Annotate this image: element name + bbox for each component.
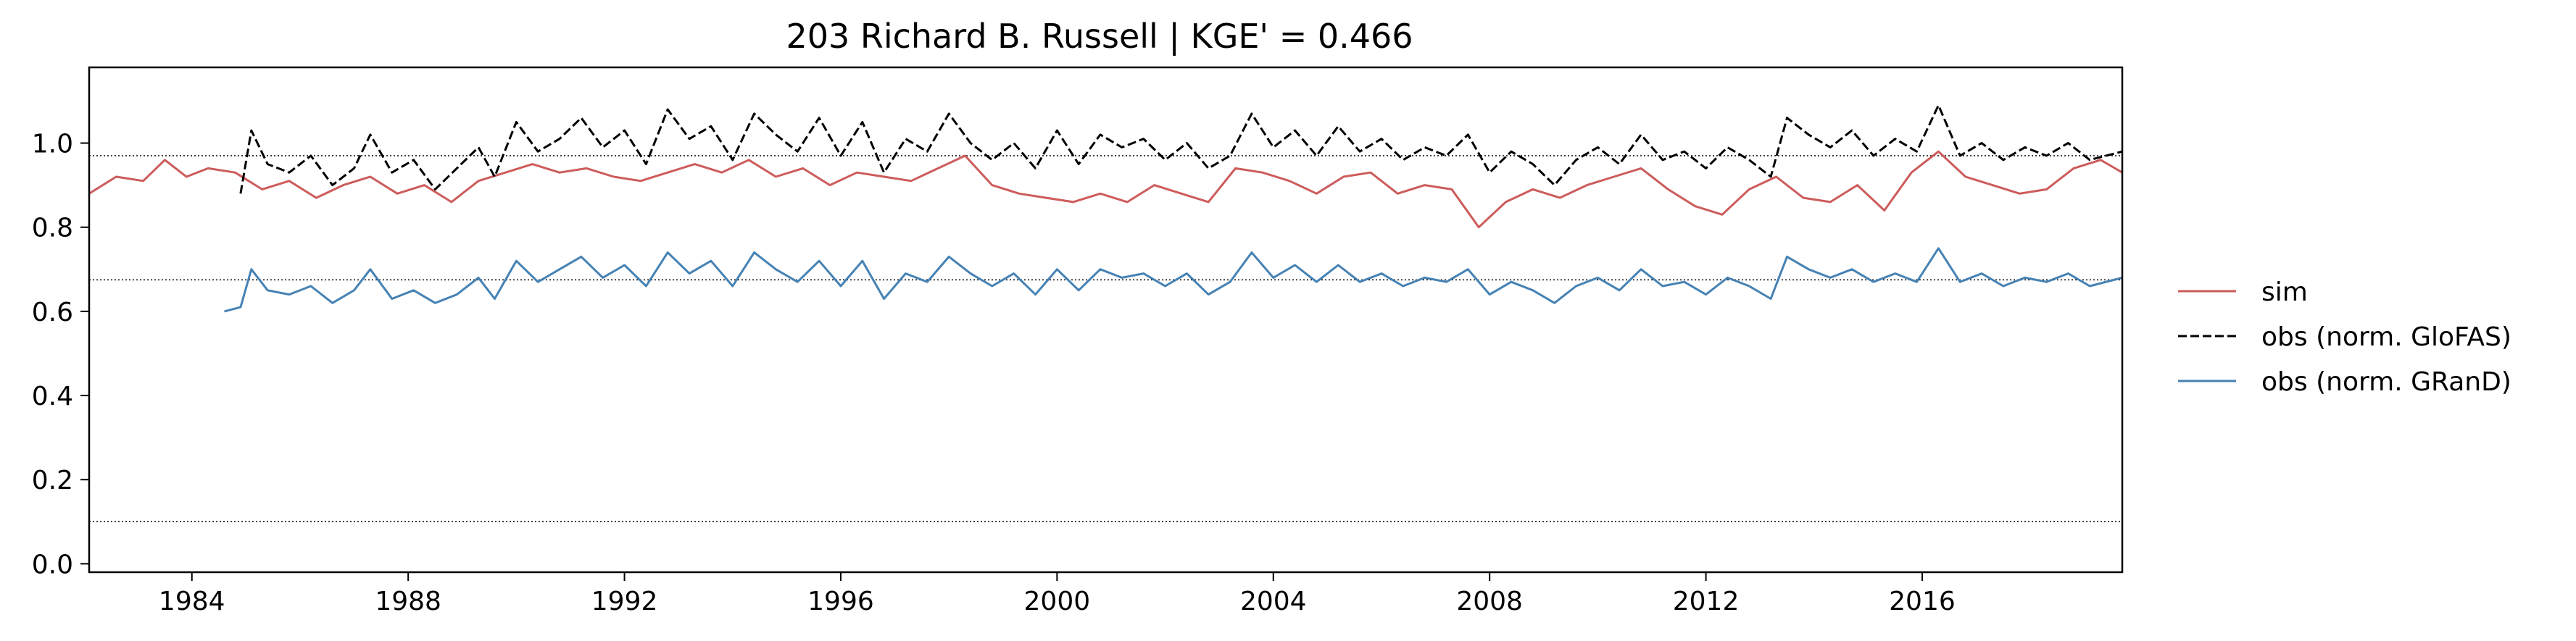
y-tick-label-4: 0.8 bbox=[32, 214, 73, 243]
series-line-0 bbox=[88, 150, 2123, 229]
y-tick-label-1: 0.2 bbox=[32, 466, 73, 495]
chart-title: 203 Richard B. Russell | KGE' = 0.466 bbox=[786, 17, 1413, 56]
y-tick-label-0: 0.0 bbox=[32, 550, 73, 579]
legend-label-2: obs (norm. GRanD) bbox=[2261, 367, 2511, 397]
x-tick-label-0: 1984 bbox=[159, 587, 225, 616]
y-tick-label-5: 1.0 bbox=[32, 130, 73, 159]
x-tick-label-5: 2004 bbox=[1240, 587, 1307, 616]
plot-area bbox=[89, 67, 2122, 572]
y-axis: 0.0 0.2 0.4 0.6 0.8 1.0 bbox=[32, 130, 89, 579]
x-axis: 1984 1988 1992 1996 2000 2004 2008 2012 2016 bbox=[159, 572, 1956, 616]
x-tick-label-3: 1996 bbox=[807, 587, 874, 616]
x-tick-label-4: 2000 bbox=[1024, 587, 1091, 616]
x-tick-label-1: 1988 bbox=[375, 587, 441, 616]
legend: sim obs (norm. GloFAS) obs (norm. GRanD) bbox=[2178, 277, 2511, 397]
x-tick-label-8: 2016 bbox=[1889, 587, 1956, 616]
legend-label-1: obs (norm. GloFAS) bbox=[2261, 322, 2511, 352]
series-line-2 bbox=[224, 247, 2123, 313]
y-tick-label-2: 0.4 bbox=[32, 382, 73, 411]
x-tick-label-6: 2008 bbox=[1456, 587, 1523, 616]
x-tick-label-2: 1992 bbox=[591, 587, 658, 616]
series-layer bbox=[88, 104, 2123, 313]
series-line-1 bbox=[239, 104, 2123, 194]
plot-frame bbox=[88, 66, 2124, 574]
legend-label-0: sim bbox=[2261, 277, 2308, 307]
y-tick-label-3: 0.6 bbox=[32, 298, 73, 327]
x-tick-label-7: 2012 bbox=[1673, 587, 1740, 616]
